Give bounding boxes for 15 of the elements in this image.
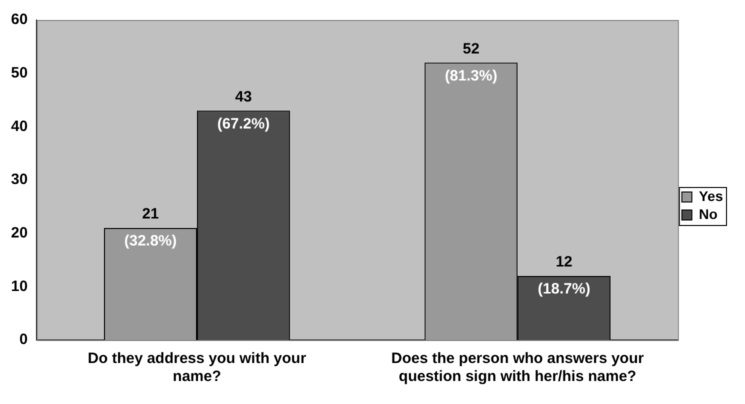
y-tick-label: 40 xyxy=(10,118,28,135)
data-label: 52 (81.3%) xyxy=(444,40,498,84)
data-label: 43 (67.2%) xyxy=(217,88,270,132)
y-tick-label: 0 xyxy=(19,331,28,348)
data-label: 21 (32.8%) xyxy=(124,206,177,250)
x-tick-label: Does the person who answers your question sign with her/his name? xyxy=(391,350,644,386)
legend-label: Yes xyxy=(698,188,724,204)
legend-label: No xyxy=(698,206,718,222)
y-tick-label: 60 xyxy=(10,11,28,28)
y-tick-label: 10 xyxy=(10,278,28,295)
x-tick-label: Do they address you with your name? xyxy=(88,350,306,386)
y-tick-label: 50 xyxy=(10,64,28,82)
y-tick-label: 20 xyxy=(10,224,28,242)
y-tick-label: 30 xyxy=(10,171,28,188)
data-label: 12 (18.7%) xyxy=(538,254,590,298)
